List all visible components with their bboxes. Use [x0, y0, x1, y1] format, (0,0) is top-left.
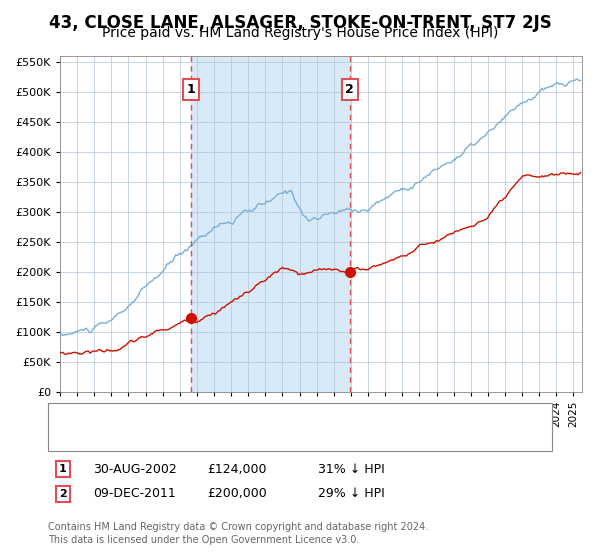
- Text: 09-DEC-2011: 09-DEC-2011: [93, 487, 176, 501]
- Text: 2: 2: [59, 489, 67, 499]
- Text: 2: 2: [346, 83, 354, 96]
- Text: 1: 1: [187, 83, 196, 96]
- Text: £200,000: £200,000: [207, 487, 267, 501]
- Text: HPI: Average price, detached house, Cheshire East: HPI: Average price, detached house, Ches…: [84, 431, 383, 444]
- Text: 31% ↓ HPI: 31% ↓ HPI: [318, 463, 385, 476]
- Text: 43, CLOSE LANE, ALSAGER, STOKE-ON-TRENT, ST7 2JS: 43, CLOSE LANE, ALSAGER, STOKE-ON-TRENT,…: [49, 14, 551, 32]
- Text: Contains HM Land Registry data © Crown copyright and database right 2024.
This d: Contains HM Land Registry data © Crown c…: [48, 522, 428, 545]
- Text: 1: 1: [59, 464, 67, 474]
- Text: 29% ↓ HPI: 29% ↓ HPI: [318, 487, 385, 501]
- Text: Price paid vs. HM Land Registry's House Price Index (HPI): Price paid vs. HM Land Registry's House …: [102, 26, 498, 40]
- Text: 43, CLOSE LANE, ALSAGER, STOKE-ON-TRENT, ST7 2JS (detached house): 43, CLOSE LANE, ALSAGER, STOKE-ON-TRENT,…: [84, 410, 512, 423]
- Text: £124,000: £124,000: [207, 463, 266, 476]
- Text: 30-AUG-2002: 30-AUG-2002: [93, 463, 177, 476]
- Text: —: —: [61, 409, 77, 424]
- Text: —: —: [61, 430, 77, 445]
